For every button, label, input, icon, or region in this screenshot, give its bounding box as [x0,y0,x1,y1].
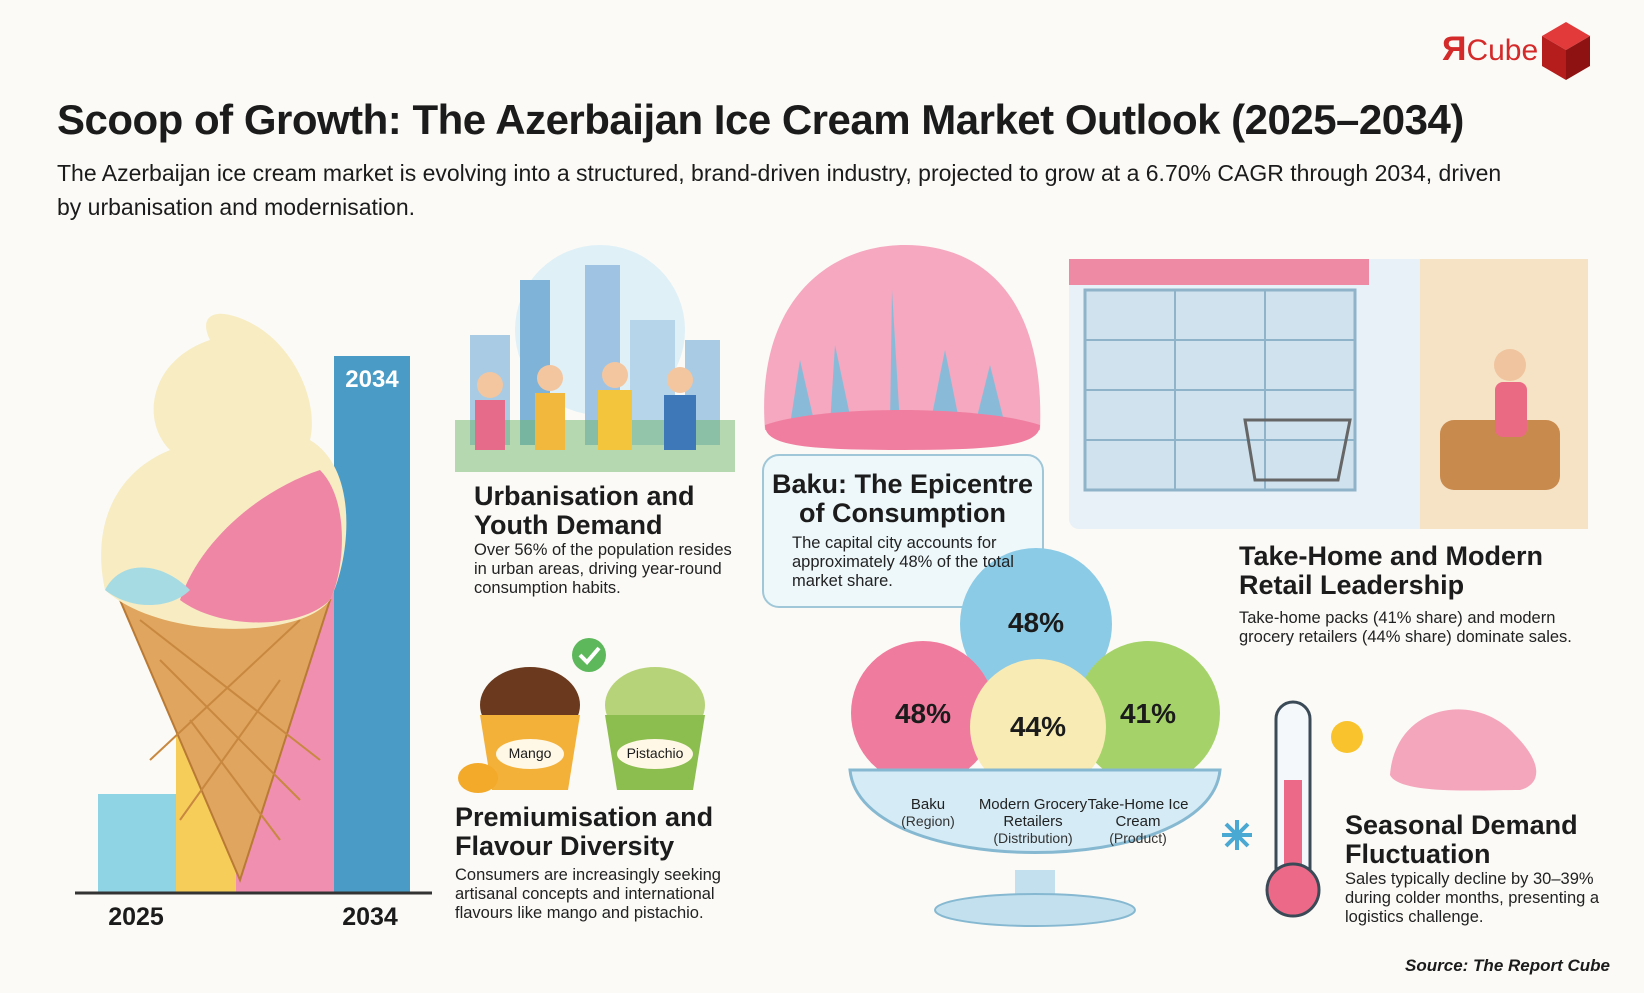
scoop-label: Baku (Region) [873,796,983,830]
title: Scoop of Growth: The Azerbaijan Ice Crea… [57,96,1464,143]
section-title: Baku: The Epicentre of Consumption [771,469,1034,528]
scoop-sublabel: (Distribution) [993,830,1073,846]
section-body: Sales typically decline by 30–39% during… [1345,870,1600,926]
section-body: The capital city accounts for approximat… [792,534,1014,590]
scoop-label: Modern Grocery Retailers (Distribution) [978,796,1088,847]
section-body: Consumers are increasingly seeking artis… [455,866,721,922]
scoop-bowl [848,548,1222,927]
scoop-label-text: Take-Home Ice Cream [1087,796,1189,830]
ice-cream-cone [101,313,347,883]
cup-label: Mango [508,745,552,761]
axis-label: 2034 [342,903,398,931]
seasonal-icons [1222,700,1537,918]
scoop-sublabel: (Product) [1109,830,1167,846]
source: Source: The Report Cube [1405,956,1610,975]
section-title: Seasonal Demand Fluctuation [1345,810,1578,869]
section-body: Take-home packs (41% share) and modern g… [1239,609,1572,646]
section-title: Take-Home and Modern Retail Leadership [1239,541,1544,600]
flavour-cups [458,638,705,793]
logo: ЯCube [1442,30,1538,69]
logo-mark: Я [1442,30,1467,68]
logo-text: Cube [1466,34,1539,67]
section-body: Over 56% of the population resides in ur… [474,541,732,597]
store-illustration [1069,259,1588,529]
scoop-label-text: Modern Grocery Retailers [978,796,1088,830]
scoop-value: 41% [1119,698,1177,729]
cup-label: Pistachio [626,745,684,761]
scoop-sublabel: (Region) [901,813,955,829]
bar-label: 2034 [345,366,399,393]
scoop-value: 44% [1009,711,1067,742]
scoop-value: 48% [894,698,952,729]
city-illustration [455,245,735,472]
scoop-label: Take-Home Ice Cream (Product) [1083,796,1193,847]
section-title: Urbanisation and Youth Demand [474,481,695,540]
baku-dome [762,245,1044,608]
section-title: Premiumisation and Flavour Diversity [455,802,714,861]
axis-label: 2025 [108,903,164,931]
scoop-value: 48% [1007,607,1065,638]
subtitle: The Azerbaijan ice cream market is evolv… [57,160,1502,220]
logo-cube [1542,22,1590,80]
scoop-label-text: Baku [910,796,946,813]
